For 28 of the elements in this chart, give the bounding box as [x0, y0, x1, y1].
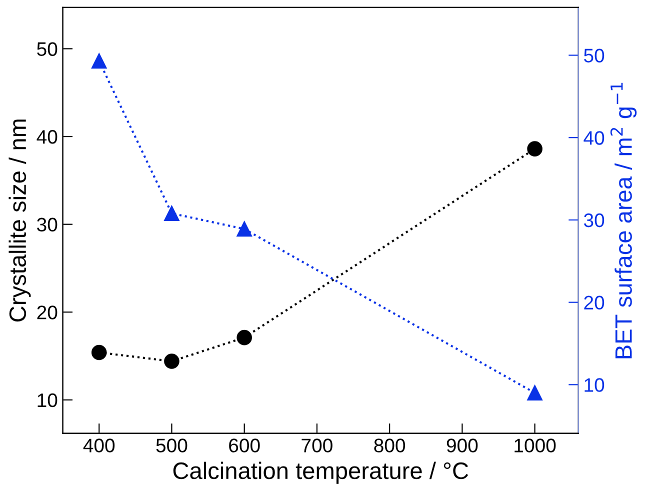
- point: [236, 221, 252, 237]
- x-tick-label: 400: [83, 438, 115, 452]
- y-tick-label: 20: [37, 306, 58, 320]
- point: [164, 354, 180, 369]
- y2-tick-label: 40: [584, 131, 604, 145]
- point: [91, 53, 107, 69]
- x-tick-label: 800: [374, 438, 406, 452]
- x-tick-label: 700: [302, 438, 332, 452]
- point: [164, 206, 180, 222]
- y-tick-label: 40: [36, 130, 58, 144]
- point: [91, 344, 107, 360]
- y2-tick-label: 10: [584, 378, 604, 392]
- y2-tick-label: 30: [584, 213, 604, 228]
- y-tick-label: 50: [37, 42, 58, 56]
- y-axis-title: Crystallite size / nm: [8, 120, 31, 322]
- y2-axis-title: BET surface area / m$^{2}$ g$^{−1}$: [610, 82, 637, 358]
- point: [527, 141, 542, 156]
- x-tick-label: 900: [446, 438, 478, 452]
- x-tick-label: 600: [229, 438, 260, 452]
- y-tick-label: 30: [37, 218, 58, 232]
- point: [527, 385, 542, 401]
- x-axis-title: Calcination temperature / °C: [173, 462, 468, 484]
- x-tick-label: 500: [156, 438, 188, 452]
- point: [236, 330, 252, 346]
- y-tick-label: 10: [38, 393, 58, 408]
- x-tick-label: 1000: [514, 438, 556, 452]
- y2-tick-label: 20: [584, 296, 604, 310]
- y2-tick-label: 50: [584, 48, 604, 62]
